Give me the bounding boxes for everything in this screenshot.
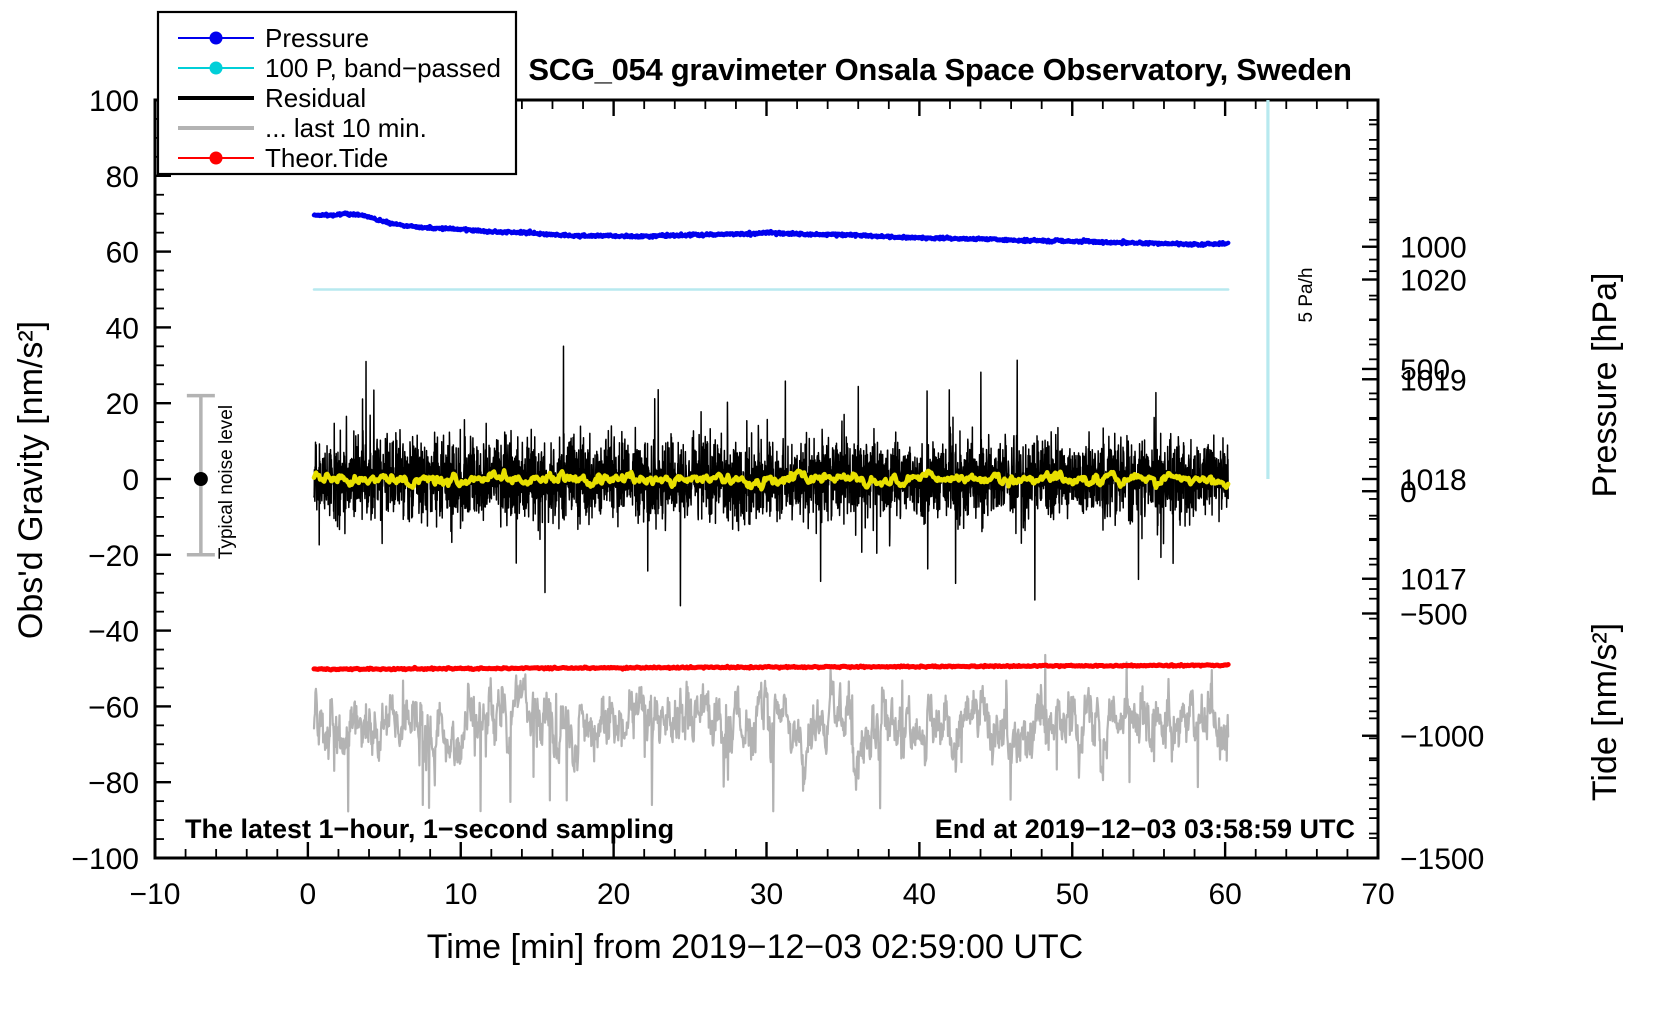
x-tick-label: 10 <box>444 878 477 911</box>
legend-item: 100 P, band−passed <box>178 53 501 83</box>
legend-item-label: ... last 10 min. <box>265 113 427 143</box>
y-axis-title-pressure: Pressure [hPa] <box>1586 273 1624 498</box>
y-tick-label-right: −1500 <box>1400 843 1484 876</box>
x-tick-label: 60 <box>1208 878 1241 911</box>
x-axis-title: Time [min] from 2019−12−03 02:59:00 UTC <box>427 928 1083 966</box>
y-tick-label-right: 1000 <box>1400 232 1467 265</box>
footnote-left: The latest 1−hour, 1−second sampling <box>185 814 674 844</box>
y-tick-label-left: −40 <box>88 616 139 649</box>
y-tick-label-left: 40 <box>106 312 139 345</box>
y-tick-label-left: −20 <box>88 540 139 573</box>
footnote-right: End at 2019−12−03 03:58:59 UTC <box>935 814 1355 844</box>
y-tick-label-left: −60 <box>88 691 139 724</box>
x-tick-label: −10 <box>130 878 181 911</box>
axes-group: −10 0 10 20 30 40 50 60 70100806040200−20−40−60−… <box>71 85 1484 911</box>
y-tick-label-right: −1000 <box>1400 721 1484 754</box>
y-axis-title-left: Obs'd Gravity [nm/s²] <box>12 321 50 639</box>
y-tick-label-left: 80 <box>106 161 139 194</box>
legend-item-label: Pressure <box>265 23 369 53</box>
series-last-10-min <box>312 653 1230 813</box>
legend-item-label: 100 P, band−passed <box>265 53 501 83</box>
y-tick-label-right: 1017 <box>1400 564 1467 597</box>
y-tick-label-right: −500 <box>1400 598 1468 631</box>
legend-item: Pressure <box>178 23 369 53</box>
x-tick-label: 70 <box>1361 878 1394 911</box>
y-tick-label-right: 1019 <box>1400 364 1467 397</box>
legend-swatch-marker <box>209 31 223 45</box>
x-tick-label: 0 <box>300 878 317 911</box>
y-tick-label-right: 0 <box>1400 476 1417 509</box>
noise-level-annotation: Typical noise level <box>216 405 237 559</box>
legend-item-label: Residual <box>265 83 366 113</box>
y-tick-label-left: −100 <box>71 843 139 876</box>
series-residual-smoothed <box>311 468 1231 492</box>
x-tick-label: 50 <box>1056 878 1089 911</box>
y-tick-label-left: 20 <box>106 388 139 421</box>
legend-item-label: Theor.Tide <box>265 143 388 173</box>
y-tick-label-left: 100 <box>89 85 139 118</box>
y-axis-title-tide: Tide [nm/s²] <box>1586 623 1624 801</box>
annotations-group <box>186 100 1270 557</box>
series-pressure <box>311 210 1231 248</box>
legend-swatch-marker <box>209 151 223 165</box>
y-tick-label-left: 0 <box>122 464 139 497</box>
y-tick-label-right: 500 <box>1400 354 1450 387</box>
x-tick-label: 20 <box>597 878 630 911</box>
pressure-scalebar-label: 5 Pa/h <box>1296 268 1317 323</box>
legend-item: ... last 10 min. <box>178 113 427 143</box>
x-tick-label: 40 <box>903 878 936 911</box>
legend-item: Theor.Tide <box>178 143 388 173</box>
noise-errorbar-marker <box>193 472 208 486</box>
data-series-group <box>311 210 1231 813</box>
y-tick-label-left: 60 <box>106 237 139 270</box>
legend-item: Residual <box>178 83 366 113</box>
y-tick-label-left: −80 <box>88 767 139 800</box>
y-tick-label-right: 1020 <box>1400 265 1467 298</box>
page-title: SCG_054 gravimeter Onsala Space Observat… <box>528 52 1351 87</box>
legend-swatch-marker <box>209 61 223 75</box>
series-residual <box>313 345 1229 607</box>
series-theoretical-tide <box>311 662 1231 673</box>
x-tick-label: 30 <box>750 878 783 911</box>
y-tick-label-right: 1018 <box>1400 464 1467 497</box>
